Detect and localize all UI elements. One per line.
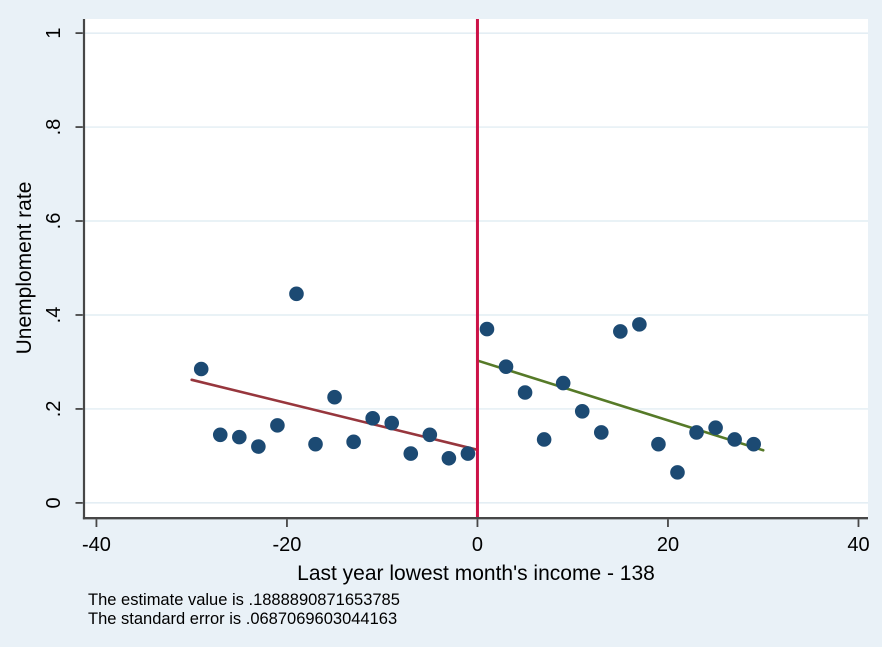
scatter-point bbox=[593, 425, 609, 440]
x-tick-label: -40 bbox=[82, 534, 111, 556]
scatter-point bbox=[613, 324, 628, 339]
scatter-point bbox=[498, 359, 514, 374]
scatter-point bbox=[555, 375, 571, 391]
scatter-point bbox=[403, 446, 419, 461]
binned-scatter-right bbox=[479, 317, 761, 480]
scatter-point bbox=[517, 385, 533, 400]
scatter-point bbox=[460, 446, 476, 461]
x-axis-title: Last year lowest month's income - 138 bbox=[297, 562, 655, 585]
y-axis-title: Unemploment rate bbox=[13, 182, 36, 355]
y-tick-label: .6 bbox=[43, 213, 65, 230]
y-tick-label: .2 bbox=[43, 401, 65, 418]
scatter-point bbox=[689, 425, 704, 440]
scatter-point bbox=[289, 286, 304, 302]
scatter-point bbox=[365, 411, 380, 426]
scatter-point bbox=[632, 317, 647, 332]
estimate-note: The estimate value is .1888890871653785 bbox=[88, 591, 400, 609]
x-tick-label: 0 bbox=[472, 534, 483, 556]
data-series bbox=[190, 19, 765, 517]
binned-scatter-left bbox=[193, 286, 476, 466]
y-tick-label: 0 bbox=[43, 497, 65, 508]
scatter-point bbox=[670, 465, 685, 480]
scatter-point bbox=[708, 420, 723, 436]
scatter-point bbox=[536, 432, 552, 447]
scatter-point bbox=[651, 436, 666, 452]
scatter-point bbox=[384, 415, 400, 431]
scatter-point bbox=[479, 321, 495, 337]
x-tick-label: 40 bbox=[847, 534, 869, 556]
scatter-point bbox=[441, 450, 457, 466]
scatter-point bbox=[727, 432, 742, 447]
scatter-point bbox=[232, 429, 247, 445]
axes: -40 -20 0 20 40 0 .2 .4 .6 .8 1 bbox=[43, 19, 870, 556]
linear-fit-right bbox=[476, 359, 765, 452]
x-tick-label: 20 bbox=[657, 534, 679, 556]
scatter-point bbox=[574, 403, 590, 419]
scatter-point bbox=[212, 427, 228, 443]
scatter-point bbox=[327, 389, 342, 405]
scatter-point bbox=[422, 427, 438, 443]
scatter-point bbox=[308, 436, 323, 452]
standard-error-note: The standard error is .0687069603044163 bbox=[88, 610, 397, 628]
scatter-point bbox=[193, 361, 209, 377]
x-tick-label: -20 bbox=[272, 534, 301, 556]
y-tick-label: .8 bbox=[43, 119, 65, 136]
scatter-point bbox=[346, 434, 361, 450]
scatter-point bbox=[251, 439, 266, 454]
scatter-point bbox=[270, 418, 285, 433]
scatter-point bbox=[746, 436, 761, 452]
y-tick-label: .4 bbox=[43, 307, 65, 324]
y-tick-label: 1 bbox=[43, 28, 65, 39]
